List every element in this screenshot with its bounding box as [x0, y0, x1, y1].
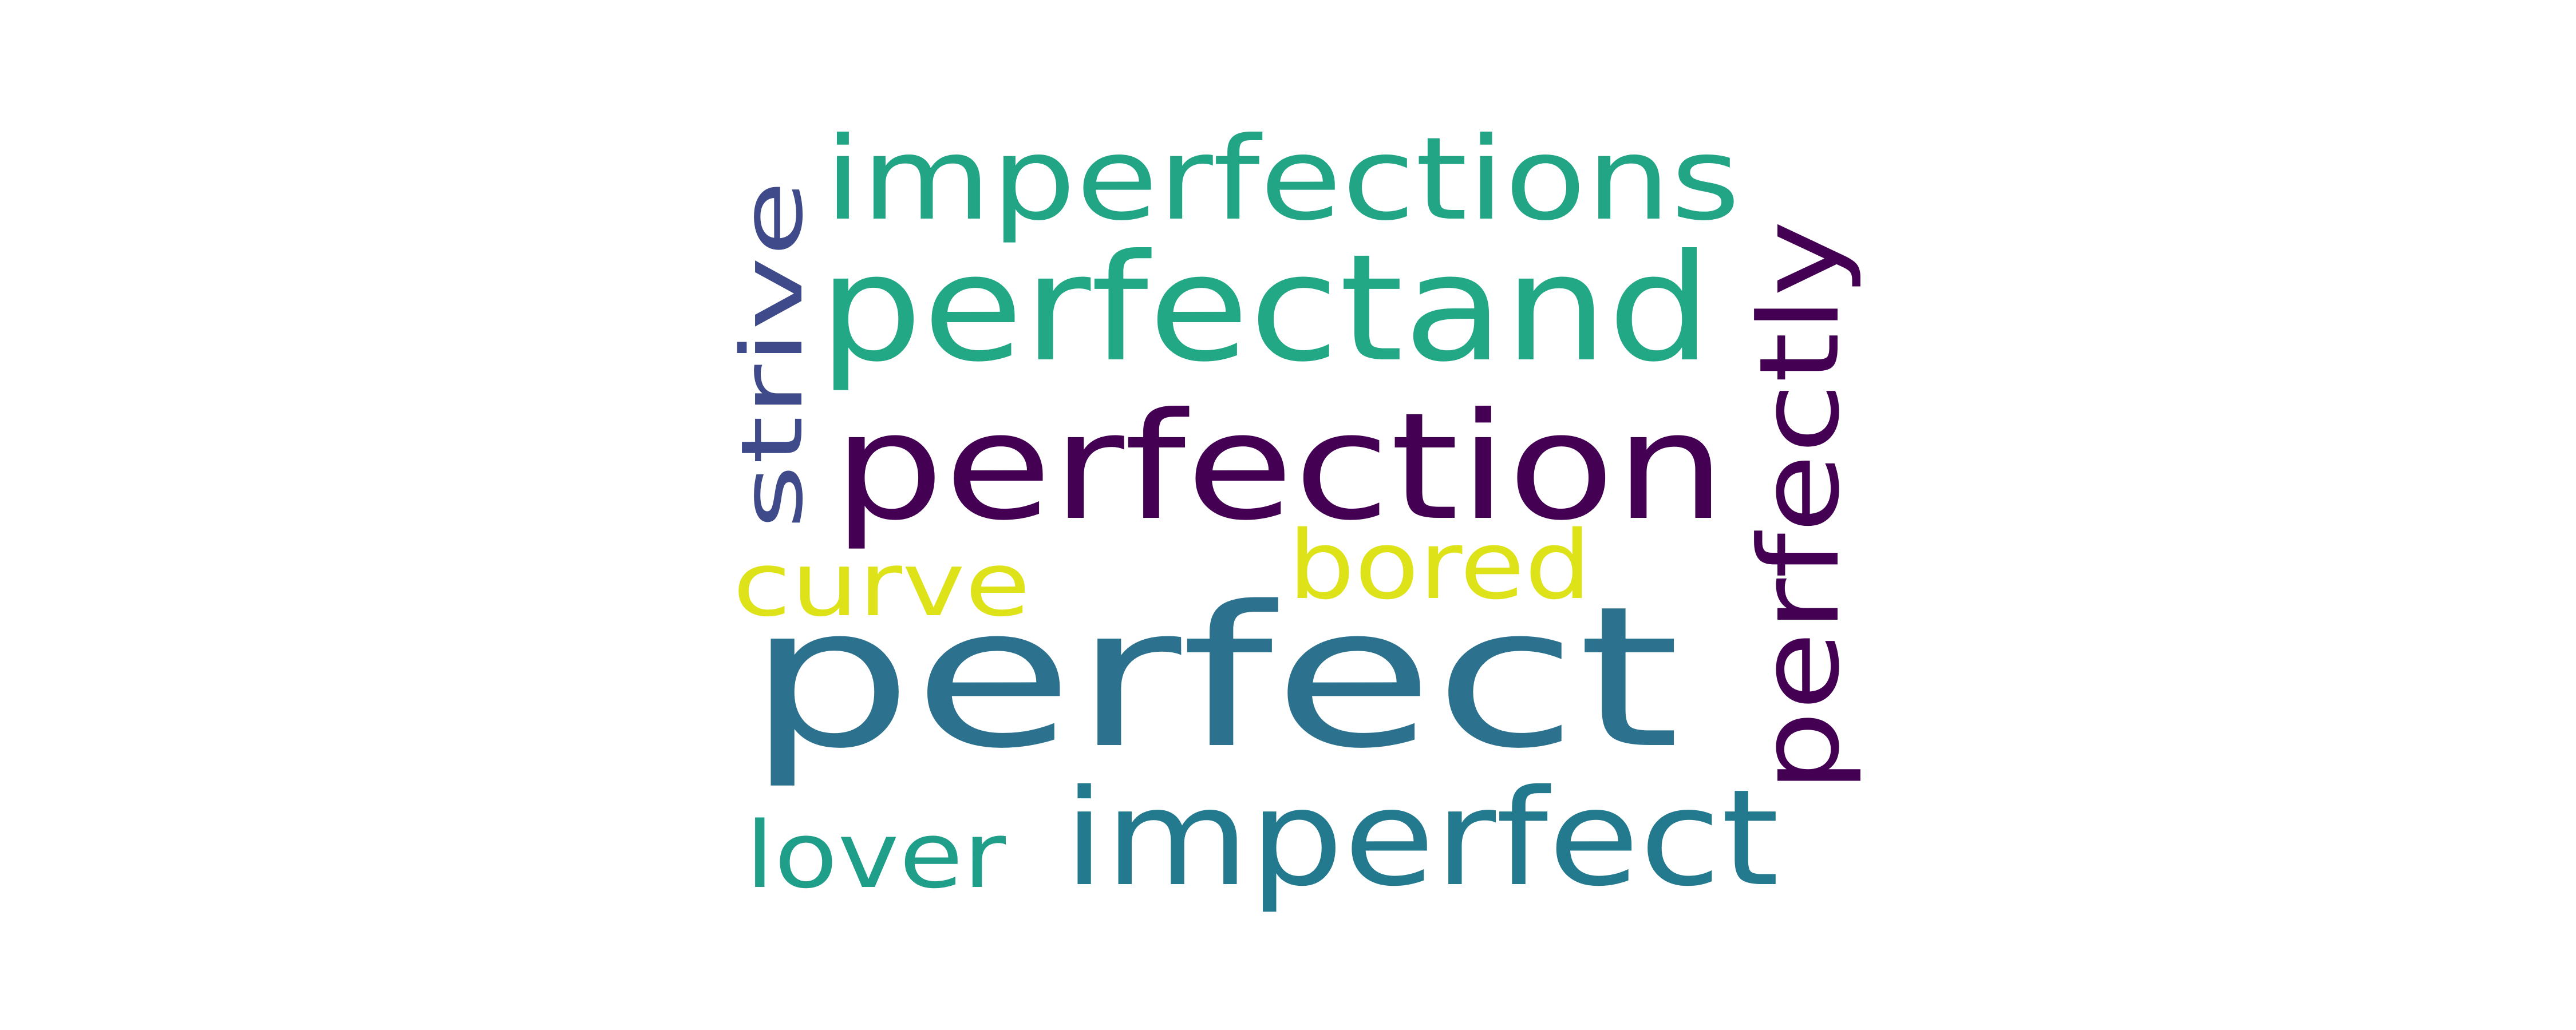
word-perfect: perfect: [747, 565, 1680, 791]
word-perfectand: perfectand: [819, 223, 1712, 394]
word-perfection: perfection: [833, 381, 1726, 553]
word-perfectly: perfectly: [1736, 220, 1864, 793]
word-imperfections: imperfections: [824, 113, 1740, 246]
word-bored: bored: [1288, 510, 1591, 620]
word-imperfect: imperfect: [1064, 761, 1779, 916]
word-strive: strive: [723, 180, 821, 529]
word-curve: curve: [733, 533, 1030, 636]
word-lover: lover: [745, 802, 1006, 909]
